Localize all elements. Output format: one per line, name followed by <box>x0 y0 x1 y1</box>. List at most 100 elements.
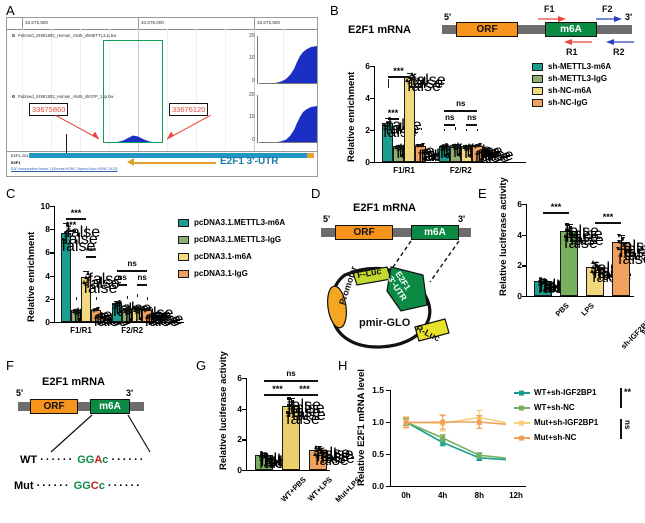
y-tick-mark-3 <box>370 66 374 68</box>
legend-item-3[interactable]: pcDNA3.1-IgG <box>178 269 285 278</box>
sig-label-2: *** <box>409 76 421 86</box>
y-tick-2: 4 <box>365 93 370 103</box>
sig-label-1: *** <box>70 208 82 218</box>
seq-wt-pre: GG <box>77 454 95 466</box>
panel-d-3prime: 3' <box>458 214 466 224</box>
seq-mut-pre: GG <box>73 480 91 492</box>
legend-label-1: pcDNA3.1.METTL3-IgG <box>194 235 282 244</box>
panel-h-legend: WT+sh-IGF2BP1 WT+sh-NC Mut+sh-IGF2BP1 Mu… <box>514 388 598 445</box>
legend-item-1[interactable]: pcDNA3.1.METTL3-IgG <box>178 235 285 244</box>
x-tick-1: 4h <box>437 491 448 500</box>
coord-left-label: 33675860 <box>29 103 69 116</box>
y-tick-4: 8 <box>45 224 50 235</box>
legend-label-3: Mut+sh-NC <box>534 433 577 442</box>
track-2-name: Pubmed_24981802_Human_A549_shGFP_1.ip.bw <box>18 94 114 99</box>
seq-wt-right-dots: ······ <box>111 454 146 466</box>
y-tick-mark-0 <box>386 486 390 488</box>
panel-f-5prime: 5' <box>16 388 24 398</box>
track-2-signal <box>259 106 317 143</box>
legend-swatch-1 <box>532 74 543 83</box>
y-tick-mark-1 <box>386 454 390 456</box>
panel-g: G Relative luciferase activity 0 2 4 6 false f… <box>196 351 363 520</box>
panel-h-label: H <box>338 358 348 373</box>
error-bar-2 <box>595 261 596 272</box>
error-bar-0-0 <box>66 133 67 154</box>
x-axis <box>246 470 330 472</box>
error-bar-1-0 <box>444 128 446 132</box>
y-axis <box>374 66 376 162</box>
legend-item-0[interactable]: WT+sh-IGF2BP1 <box>514 388 598 397</box>
x-tick-3: 12h <box>509 491 523 500</box>
panel-c-chart: Relative enrichment 0 2 4 6 8 10 false false fals… <box>26 133 188 340</box>
legend-item-3[interactable]: Mut+sh-NC <box>514 433 598 442</box>
error-bar-1-3 <box>477 128 479 132</box>
x-tick-1: WT+LPS <box>305 475 335 504</box>
panel-d-title: E2F1 mRNA <box>353 202 416 214</box>
y-tick-mark-1 <box>370 130 374 132</box>
legend-item-0[interactable]: pcDNA3.1.METTL3-m6A <box>178 218 285 227</box>
y-tick-0: 0 <box>237 465 242 475</box>
legend-item-2[interactable]: Mut+sh-IGF2BP1 <box>514 418 598 427</box>
legend-swatch-2 <box>532 86 543 95</box>
error-cap-lo-1 <box>287 413 295 415</box>
track-2-toggle[interactable] <box>12 95 15 98</box>
genome-browser-view[interactable]: 33,675,500 33,676,000 33,676,500 Pubmed_… <box>6 17 318 177</box>
legend-label-0: sh-METTL3-m6A <box>548 62 612 71</box>
x-tick-1: F2/R2 <box>121 326 144 335</box>
y-axis <box>54 206 56 322</box>
panel-b-3prime: 3' <box>625 12 633 22</box>
seq-mut-site: C <box>90 480 99 492</box>
panel-b-legend: sh-METTL3-m6A sh-METTL3-IgG sh-NC-m6A sh… <box>532 62 611 110</box>
track-1-ytick-0: 0 <box>252 78 255 84</box>
y-tick-mark-2 <box>386 422 390 424</box>
panel-f-title: E2F1 mRNA <box>42 376 105 388</box>
legend-item-2[interactable]: sh-NC-m6A <box>532 86 611 95</box>
sig-label-5: ns <box>137 273 147 282</box>
plasmid-name-label: pmir-GLO <box>359 317 411 329</box>
legend-item-0[interactable]: sh-METTL3-m6A <box>532 62 611 71</box>
sig-label-4: ns <box>117 273 127 282</box>
track-1-toggle[interactable] <box>12 34 15 37</box>
panel-f-3prime: 3' <box>126 388 134 398</box>
y-axis <box>526 204 528 296</box>
y-tick-1: 2 <box>517 260 522 271</box>
y-tick-mark-0 <box>242 470 246 472</box>
legend-item-1[interactable]: WT+sh-NC <box>514 403 598 412</box>
sig-label-5: ns <box>467 113 477 122</box>
y-tick-2: 4 <box>517 229 522 240</box>
primer-f2-label: F2 <box>602 4 613 14</box>
legend-label-1: WT+sh-NC <box>534 403 575 412</box>
x-axis <box>390 486 526 488</box>
legend-item-1[interactable]: sh-METTL3-IgG <box>532 74 611 83</box>
point-1-2 <box>476 452 482 458</box>
legend-item-3[interactable]: sh-NC-IgG <box>532 98 611 107</box>
sig-label-0: *** <box>387 108 399 118</box>
legend-item-2[interactable]: pcDNA3.1-m6A <box>178 252 285 261</box>
sig-label-0: *** <box>65 220 77 230</box>
x-axis <box>54 322 184 324</box>
x-tick-0: PBS <box>553 301 571 319</box>
y-tick-1: 2 <box>365 125 370 135</box>
y-axis <box>390 390 392 486</box>
panel-b-label: B <box>330 3 339 18</box>
legend-swatch-3 <box>532 98 543 107</box>
y-tick-mark-5 <box>50 206 54 208</box>
coord-right-label: 33676120 <box>169 103 209 116</box>
gene-description-link[interactable]: E2F transcription factor 1 [Source:HGNC … <box>11 167 118 171</box>
ruler-tick-1: 33,676,000 <box>141 20 164 25</box>
panel-f: F E2F1 mRNA 5' 3' ORF m6A WT ······ GGAc… <box>6 358 196 520</box>
legend-swatch-0 <box>178 218 189 227</box>
panel-d-label: D <box>311 186 321 201</box>
error-bar-1 <box>569 224 570 238</box>
sig-line-4 <box>117 284 128 286</box>
gene-id-label: E2F1-201 <box>11 153 29 158</box>
legend-swatch-3 <box>178 269 189 278</box>
y-tick-1: 2 <box>45 293 50 304</box>
seq-mut-post: c <box>98 480 105 492</box>
track-1-signal <box>259 46 317 84</box>
x-tick-1: F2/R2 <box>449 166 472 175</box>
panel-f-orf-box: ORF <box>30 399 78 414</box>
sig-label-0: *** <box>550 202 562 212</box>
primer-f1-arrow-icon <box>538 16 566 22</box>
panel-e-label: E <box>478 186 487 201</box>
